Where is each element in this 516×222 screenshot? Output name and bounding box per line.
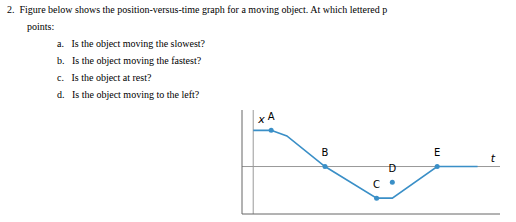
svg-text:t: t [491, 152, 496, 165]
svg-text:C: C [373, 179, 380, 190]
html-text:b. Is the object moving the fa: b. Is the object moving the fastest? [57, 55, 202, 66]
html-text:a. Is the object moving the sl: a. Is the object moving the slowest? [57, 38, 205, 49]
svg-text:E: E [434, 147, 440, 158]
svg-text:B: B [322, 147, 329, 158]
html-text:d. Is the object moving to the: d. Is the object moving to the left? [57, 89, 200, 100]
html-text:c. Is the object at rest?: c. Is the object at rest? [57, 72, 152, 83]
html-text:2. Figure below shows the posi: 2. Figure below shows the position-versu… [7, 4, 388, 15]
html-text:points:: points: [27, 21, 55, 32]
svg-text:x: x [257, 113, 265, 126]
svg-text:A: A [268, 111, 275, 122]
svg-text:D: D [388, 163, 396, 174]
